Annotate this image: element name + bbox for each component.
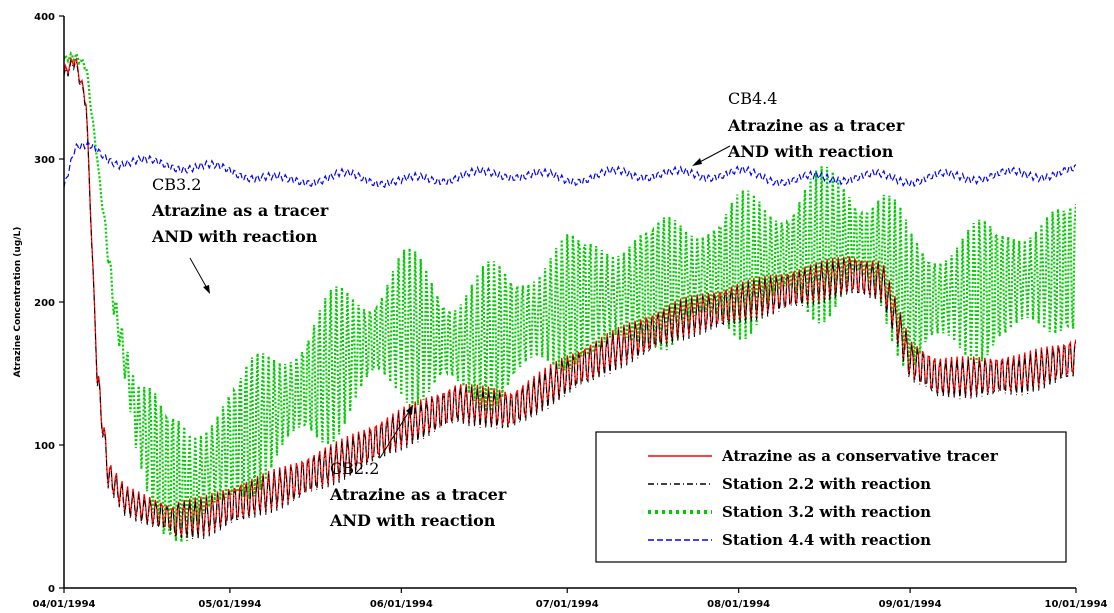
y-tick-label: 300 <box>34 155 55 166</box>
annotation-cb32-line2: Atrazine as a tracer <box>151 201 329 220</box>
y-tick-label: 100 <box>34 441 55 452</box>
annotation-cb32-line3: AND with reaction <box>151 227 318 246</box>
x-tick-label: 09/01/1994 <box>879 599 942 610</box>
annotation-cb32: CB3.2 Atrazine as a tracer AND with reac… <box>151 175 329 294</box>
series-line-station32 <box>64 50 1076 543</box>
y-axis-label: Atrazine Concentration (ug/L) <box>13 227 23 378</box>
legend-label-station32: Station 3.2 with reaction <box>722 503 931 521</box>
annotation-cb32-line1: CB3.2 <box>152 175 201 194</box>
annotation-cb22-line2: Atrazine as a tracer <box>329 485 507 504</box>
annotation-cb22-line3: AND with reaction <box>329 511 496 530</box>
annotation-cb32-arrowhead <box>203 285 210 294</box>
annotation-cb44-line2: Atrazine as a tracer <box>727 116 905 135</box>
legend-label-station44: Station 4.4 with reaction <box>722 531 931 549</box>
x-tick-label: 10/01/1994 <box>1045 599 1108 610</box>
legend-box <box>595 431 1067 563</box>
series-line-station44 <box>64 141 1076 189</box>
y-tick-label: 200 <box>34 298 55 309</box>
x-ticks: 04/01/1994 05/01/1994 06/01/1994 07/01/1994… <box>33 588 1108 610</box>
y-tick-label: 400 <box>34 12 55 23</box>
y-ticks: 0 100 200 300 400 <box>34 12 64 595</box>
x-tick-label: 06/01/1994 <box>370 599 433 610</box>
annotation-cb44-arrow <box>695 145 731 165</box>
legend: Atrazine as a conservative tracer Station… <box>595 431 1067 563</box>
x-tick-label: 04/01/1994 <box>33 599 96 610</box>
y-tick-label: 0 <box>48 584 55 595</box>
annotation-cb22-arrow <box>379 409 411 459</box>
annotation-cb22: CB2.2 Atrazine as a tracer AND with reac… <box>329 405 507 530</box>
x-tick-label: 08/01/1994 <box>707 599 770 610</box>
series-layer <box>64 50 1076 543</box>
annotation-cb44-line3: AND with reaction <box>727 142 894 161</box>
annotations: CB4.4 Atrazine as a tracer AND with reac… <box>151 89 905 530</box>
x-tick-label: 05/01/1994 <box>198 599 261 610</box>
annotation-cb32-arrow <box>189 257 209 291</box>
x-tick-label: 07/01/1994 <box>536 599 599 610</box>
annotation-cb44-line1: CB4.4 <box>728 89 777 108</box>
annotation-cb44: CB4.4 Atrazine as a tracer AND with reac… <box>692 89 905 166</box>
series-line-station22 <box>64 59 1076 540</box>
legend-label-conservative: Atrazine as a conservative tracer <box>721 447 999 465</box>
annotation-cb22-arrowhead <box>406 405 413 415</box>
legend-label-station22: Station 2.2 with reaction <box>722 475 931 493</box>
annotation-cb44-arrowhead <box>692 158 702 166</box>
annotation-cb22-line1: CB2.2 <box>330 459 379 478</box>
